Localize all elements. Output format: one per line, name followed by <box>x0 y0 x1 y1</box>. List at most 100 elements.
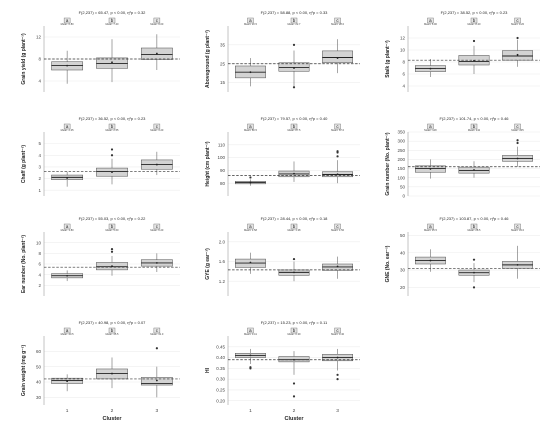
y-tick-label: 0.35 <box>216 366 225 371</box>
group-letter-box <box>63 223 71 230</box>
x-tick-label: 2 <box>293 408 296 414</box>
panel-4: 1 2 3 4 5 Chaff (g plant⁻¹) F(2,237) = 36.52, … <box>21 116 180 196</box>
group-letter-box <box>470 123 478 130</box>
y-tick-label: 35 <box>220 42 226 47</box>
group-mean-note: Mean: 2.05 <box>61 128 75 132</box>
stat-title: F(2,237) = 36.52, p < 0.00, η²p = 0.23 <box>79 116 147 121</box>
group-mean-note: Mean: 9.00 <box>150 22 164 26</box>
y-tick-label: 30 <box>400 268 406 273</box>
stat-title: F(2,237) = 40.98, p < 0.00, η²p = 0.07 <box>79 320 147 325</box>
mean-point <box>249 354 252 357</box>
outlier-point <box>249 366 252 369</box>
y-tick-label: 8 <box>38 251 41 256</box>
group-letter: b <box>111 224 114 229</box>
group-letter-box <box>247 17 254 24</box>
y-tick-label: 50 <box>400 233 406 238</box>
group-letter: b <box>293 124 296 129</box>
y-tick-label: 1.6 <box>219 259 226 264</box>
group-letter-box <box>153 17 161 24</box>
group-letter-box <box>334 223 341 230</box>
group-mean-note: Mean: 142 <box>468 128 481 132</box>
mean-point <box>155 52 158 55</box>
group-letter-box <box>427 223 434 230</box>
outlier-point <box>336 155 339 158</box>
x-tick-label: 1 <box>249 408 252 414</box>
panel-5: 80 90 100 110 Height (cm plant⁻¹) F(2,237) = … <box>205 116 360 196</box>
mean-point <box>336 356 339 359</box>
panel-7: 2 4 6 8 10 Ear number (No. plant⁻¹) F(2,237) =… <box>21 216 180 296</box>
panel-1: 4 8 12 Grain yield (g plant⁻¹) F(2,237) = 65… <box>21 10 180 92</box>
stat-title: F(2,237) = 55.03, p < 0.00, η²p = 0.22 <box>79 216 147 221</box>
group-mean-note: Mean: 80.5 <box>244 128 258 132</box>
group-letter-box <box>334 123 341 130</box>
group-letter: a <box>66 124 69 129</box>
group-mean-note: Mean: 33.0 <box>511 228 525 232</box>
y-axis-label: Aboveground (g plant⁻¹) <box>205 30 211 88</box>
mean-point <box>516 263 519 266</box>
group-letter: b <box>293 18 296 23</box>
y-tick-label: 4 <box>38 272 41 277</box>
mean-point <box>66 380 69 383</box>
outlier-point <box>472 286 476 289</box>
group-letter-box <box>290 223 298 230</box>
group-letter-box <box>63 123 71 130</box>
y-tick-label: 12 <box>400 36 406 41</box>
outlier-point <box>292 43 296 46</box>
x-tick-label: 3 <box>156 408 159 414</box>
group-letter: a <box>249 224 252 229</box>
group-mean-note: Mean: 1.38 <box>288 228 302 232</box>
panel-2: 15 25 35 Aboveground (g plant⁻¹) F(2,237) = … <box>205 10 360 92</box>
y-axis-label: GYE (g ear⁻¹) <box>205 248 211 280</box>
y-tick-label: 0.40 <box>216 355 225 360</box>
group-letter: b <box>111 18 114 23</box>
y-axis-label: GNE (No. ear⁻¹) <box>385 245 391 282</box>
group-letter: c <box>156 18 159 23</box>
y-axis-label: Grain yield (g plant⁻¹) <box>21 33 27 85</box>
stat-title: F(2,237) = 15.23, p < 0.00, η²p = 0.11 <box>261 320 328 325</box>
y-tick-label: 100 <box>397 175 405 180</box>
outlier-point <box>516 139 519 142</box>
y-tick-label: 4 <box>402 84 405 89</box>
mean-point <box>293 271 295 274</box>
mean-point <box>473 271 475 274</box>
group-mean-note: Mean: 0.41 <box>244 332 258 336</box>
stat-title: F(2,237) = 28.44, p < 0.00, η²p = 0.18 <box>261 216 329 221</box>
y-axis-label: Ear number (No. plant⁻¹) <box>21 235 27 294</box>
group-letter-box <box>290 17 298 24</box>
y-tick-label: 8 <box>38 57 41 62</box>
group-letter-box <box>153 223 161 230</box>
mean-point <box>155 163 158 166</box>
group-mean-note: Mean: 1.58 <box>244 228 258 232</box>
stat-title: F(2,237) = 101.74, p < 0.00, η²p = 0.46 <box>439 116 509 121</box>
y-tick-label: 0.20 <box>216 398 225 403</box>
group-mean-note: Mean: 41.0 <box>150 332 164 336</box>
panel-3: 4 6 8 10 12 Stalk (g plant⁻¹) F(2,237) = 38.52… <box>385 10 540 92</box>
group-letter: b <box>473 224 476 229</box>
y-tick-label: 1 <box>38 188 41 193</box>
group-letter-box <box>247 223 254 230</box>
group-letter: c <box>516 18 519 23</box>
group-letter: a <box>249 124 252 129</box>
group-mean-note: Mean: 7.40 <box>106 22 120 26</box>
y-tick-label: 200 <box>397 157 405 162</box>
stat-title: F(2,237) = 58.88, p < 0.00, η²p = 0.33 <box>261 10 329 15</box>
y-tick-label: 0 <box>402 194 405 199</box>
panel-8: 1.2 1.6 2.0 GYE (g ear⁻¹) F(2,237) = 28.44, … <box>205 216 360 296</box>
y-tick-label: 2 <box>38 283 41 288</box>
group-mean-note: Mean: 6.80 <box>61 22 75 26</box>
